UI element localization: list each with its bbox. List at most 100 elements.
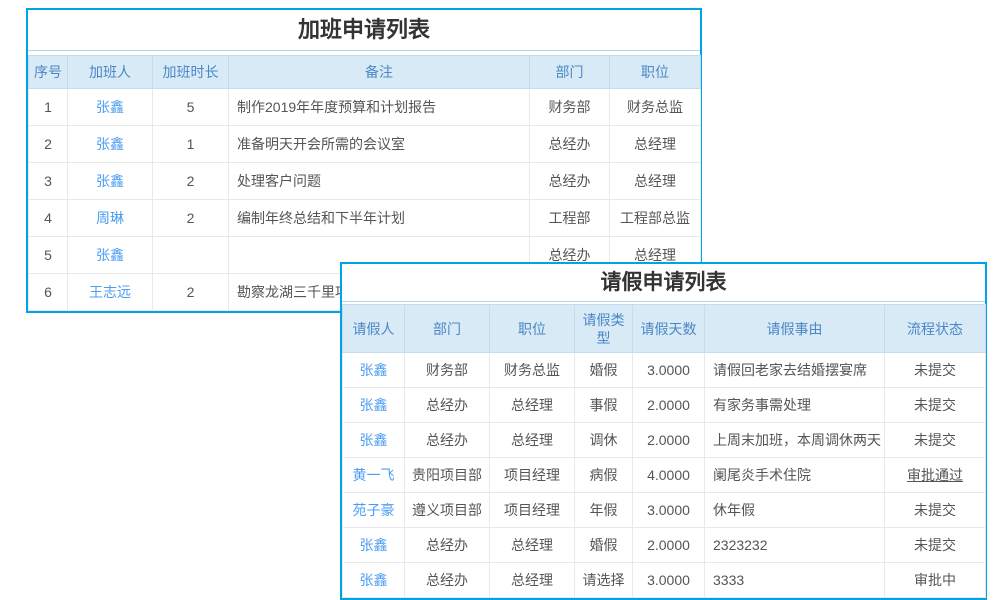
cell-position: 总经理 bbox=[609, 125, 701, 163]
table-row: 黄一飞 贵阳项目部 项目经理 病假 4.0000 阑尾炎手术住院 审批通过 bbox=[342, 457, 986, 493]
column-header-person: 请假人 bbox=[342, 304, 405, 353]
status-link[interactable]: 审批通过 bbox=[884, 457, 986, 493]
cell-position: 总经理 bbox=[489, 527, 575, 563]
leave-list-title: 请假申请列表 bbox=[342, 264, 985, 302]
person-link[interactable]: 张鑫 bbox=[359, 537, 388, 553]
person-link[interactable]: 张鑫 bbox=[359, 572, 388, 588]
column-header-hours: 加班时长 bbox=[152, 55, 229, 89]
cell-type: 调休 bbox=[574, 422, 633, 458]
cell-person: 张鑫 bbox=[342, 387, 405, 423]
cell-hours: 2 bbox=[152, 199, 229, 237]
column-header-type: 请假类型 bbox=[574, 304, 633, 353]
person-link[interactable]: 张鑫 bbox=[96, 99, 124, 115]
cell-position: 财务总监 bbox=[609, 88, 701, 126]
cell-hours: 2 bbox=[152, 273, 229, 311]
cell-status: 未提交 bbox=[884, 527, 986, 563]
cell-hours: 2 bbox=[152, 162, 229, 200]
column-header-position: 职位 bbox=[489, 304, 575, 353]
table-row: 张鑫 总经办 总经理 事假 2.0000 有家务事需处理 未提交 bbox=[342, 387, 986, 423]
cell-dept: 财务部 bbox=[404, 352, 490, 388]
table-row: 4 周琳 2 编制年终总结和下半年计划 工程部 工程部总监 bbox=[28, 199, 701, 237]
cell-person: 张鑫 bbox=[67, 236, 153, 274]
cell-status: 未提交 bbox=[884, 352, 986, 388]
cell-days: 3.0000 bbox=[632, 492, 705, 528]
cell-remark: 处理客户问题 bbox=[228, 162, 530, 200]
person-link[interactable]: 张鑫 bbox=[359, 432, 388, 448]
table-row: 苑子豪 遵义项目部 项目经理 年假 3.0000 休年假 未提交 bbox=[342, 492, 986, 528]
cell-dept: 贵阳项目部 bbox=[404, 457, 490, 493]
cell-position: 财务总监 bbox=[489, 352, 575, 388]
person-link[interactable]: 张鑫 bbox=[96, 247, 124, 263]
table-row: 2 张鑫 1 准备明天开会所需的会议室 总经办 总经理 bbox=[28, 125, 701, 163]
cell-dept: 总经办 bbox=[529, 162, 610, 200]
cell-hours bbox=[152, 236, 229, 274]
cell-days: 2.0000 bbox=[632, 422, 705, 458]
column-header-dept: 部门 bbox=[529, 55, 610, 89]
cell-position: 总经理 bbox=[489, 387, 575, 423]
table-row: 张鑫 财务部 财务总监 婚假 3.0000 请假回老家去结婚摆宴席 未提交 bbox=[342, 352, 986, 388]
leave-list-card: 请假申请列表 请假人 部门 职位 请假类型 请假天数 请假事由 流程状态 张鑫 财务部 财务总监婚… bbox=[340, 262, 987, 600]
cell-person: 张鑫 bbox=[67, 88, 153, 126]
cell-person: 周琳 bbox=[67, 199, 153, 237]
cell-remark: 准备明天开会所需的会议室 bbox=[228, 125, 530, 163]
cell-reason: 2323232 bbox=[704, 527, 885, 563]
person-link[interactable]: 张鑫 bbox=[359, 397, 388, 413]
cell-person: 张鑫 bbox=[67, 162, 153, 200]
cell-status: 未提交 bbox=[884, 422, 986, 458]
cell-dept: 总经办 bbox=[404, 387, 490, 423]
cell-person: 张鑫 bbox=[342, 527, 405, 563]
column-header-status: 流程状态 bbox=[884, 304, 986, 353]
person-link[interactable]: 周琳 bbox=[96, 210, 124, 226]
cell-position: 总经理 bbox=[609, 162, 701, 200]
cell-status: 未提交 bbox=[884, 387, 986, 423]
cell-type: 婚假 bbox=[574, 527, 633, 563]
cell-seq: 6 bbox=[28, 273, 68, 311]
cell-dept: 总经办 bbox=[404, 562, 490, 598]
person-link[interactable]: 张鑫 bbox=[96, 136, 124, 152]
cell-person: 张鑫 bbox=[67, 125, 153, 163]
cell-type: 请选择 bbox=[574, 562, 633, 598]
cell-position: 工程部总监 bbox=[609, 199, 701, 237]
leave-table: 请假人 部门 职位 请假类型 请假天数 请假事由 流程状态 张鑫 财务部 财务总监 婚假 3.0000… bbox=[342, 304, 986, 598]
person-link[interactable]: 苑子豪 bbox=[352, 502, 395, 518]
cell-days: 3.0000 bbox=[632, 352, 705, 388]
header-row: 请假人 部门 职位 请假类型 请假天数 请假事由 流程状态 bbox=[342, 304, 986, 353]
person-link[interactable]: 王志远 bbox=[89, 284, 131, 300]
person-link[interactable]: 张鑫 bbox=[96, 173, 124, 189]
person-link[interactable]: 黄一飞 bbox=[352, 467, 395, 483]
cell-person: 王志远 bbox=[67, 273, 153, 311]
cell-person: 黄一飞 bbox=[342, 457, 405, 493]
person-link[interactable]: 张鑫 bbox=[359, 362, 388, 378]
cell-hours: 1 bbox=[152, 125, 229, 163]
cell-hours: 5 bbox=[152, 88, 229, 126]
cell-type: 年假 bbox=[574, 492, 633, 528]
cell-status: 未提交 bbox=[884, 492, 986, 528]
cell-days: 2.0000 bbox=[632, 387, 705, 423]
table-row: 1 张鑫 5 制作2019年年度预算和计划报告 财务部 财务总监 bbox=[28, 88, 701, 126]
cell-type: 婚假 bbox=[574, 352, 633, 388]
cell-seq: 2 bbox=[28, 125, 68, 163]
column-header-person: 加班人 bbox=[67, 55, 153, 89]
table-row: 张鑫 总经办 总经理 婚假 2.0000 2323232 未提交 bbox=[342, 527, 986, 563]
cell-dept: 遵义项目部 bbox=[404, 492, 490, 528]
cell-seq: 4 bbox=[28, 199, 68, 237]
column-header-position: 职位 bbox=[609, 55, 701, 89]
cell-remark: 编制年终总结和下半年计划 bbox=[228, 199, 530, 237]
cell-person: 苑子豪 bbox=[342, 492, 405, 528]
table-row: 张鑫 总经办 总经理 调休 2.0000 上周末加班，本周调休两天 未提交 bbox=[342, 422, 986, 458]
cell-position: 项目经理 bbox=[489, 492, 575, 528]
table-row: 3 张鑫 2 处理客户问题 总经办 总经理 bbox=[28, 162, 701, 200]
cell-days: 2.0000 bbox=[632, 527, 705, 563]
header-row: 序号 加班人 加班时长 备注 部门 职位 bbox=[28, 55, 701, 89]
cell-person: 张鑫 bbox=[342, 562, 405, 598]
cell-type: 病假 bbox=[574, 457, 633, 493]
cell-seq: 5 bbox=[28, 236, 68, 274]
cell-dept: 总经办 bbox=[404, 527, 490, 563]
cell-reason: 请假回老家去结婚摆宴席 bbox=[704, 352, 885, 388]
cell-reason: 休年假 bbox=[704, 492, 885, 528]
cell-days: 4.0000 bbox=[632, 457, 705, 493]
table-row: 张鑫 总经办 总经理 请选择 3.0000 3333 审批中 bbox=[342, 562, 986, 598]
cell-position: 项目经理 bbox=[489, 457, 575, 493]
cell-reason: 有家务事需处理 bbox=[704, 387, 885, 423]
